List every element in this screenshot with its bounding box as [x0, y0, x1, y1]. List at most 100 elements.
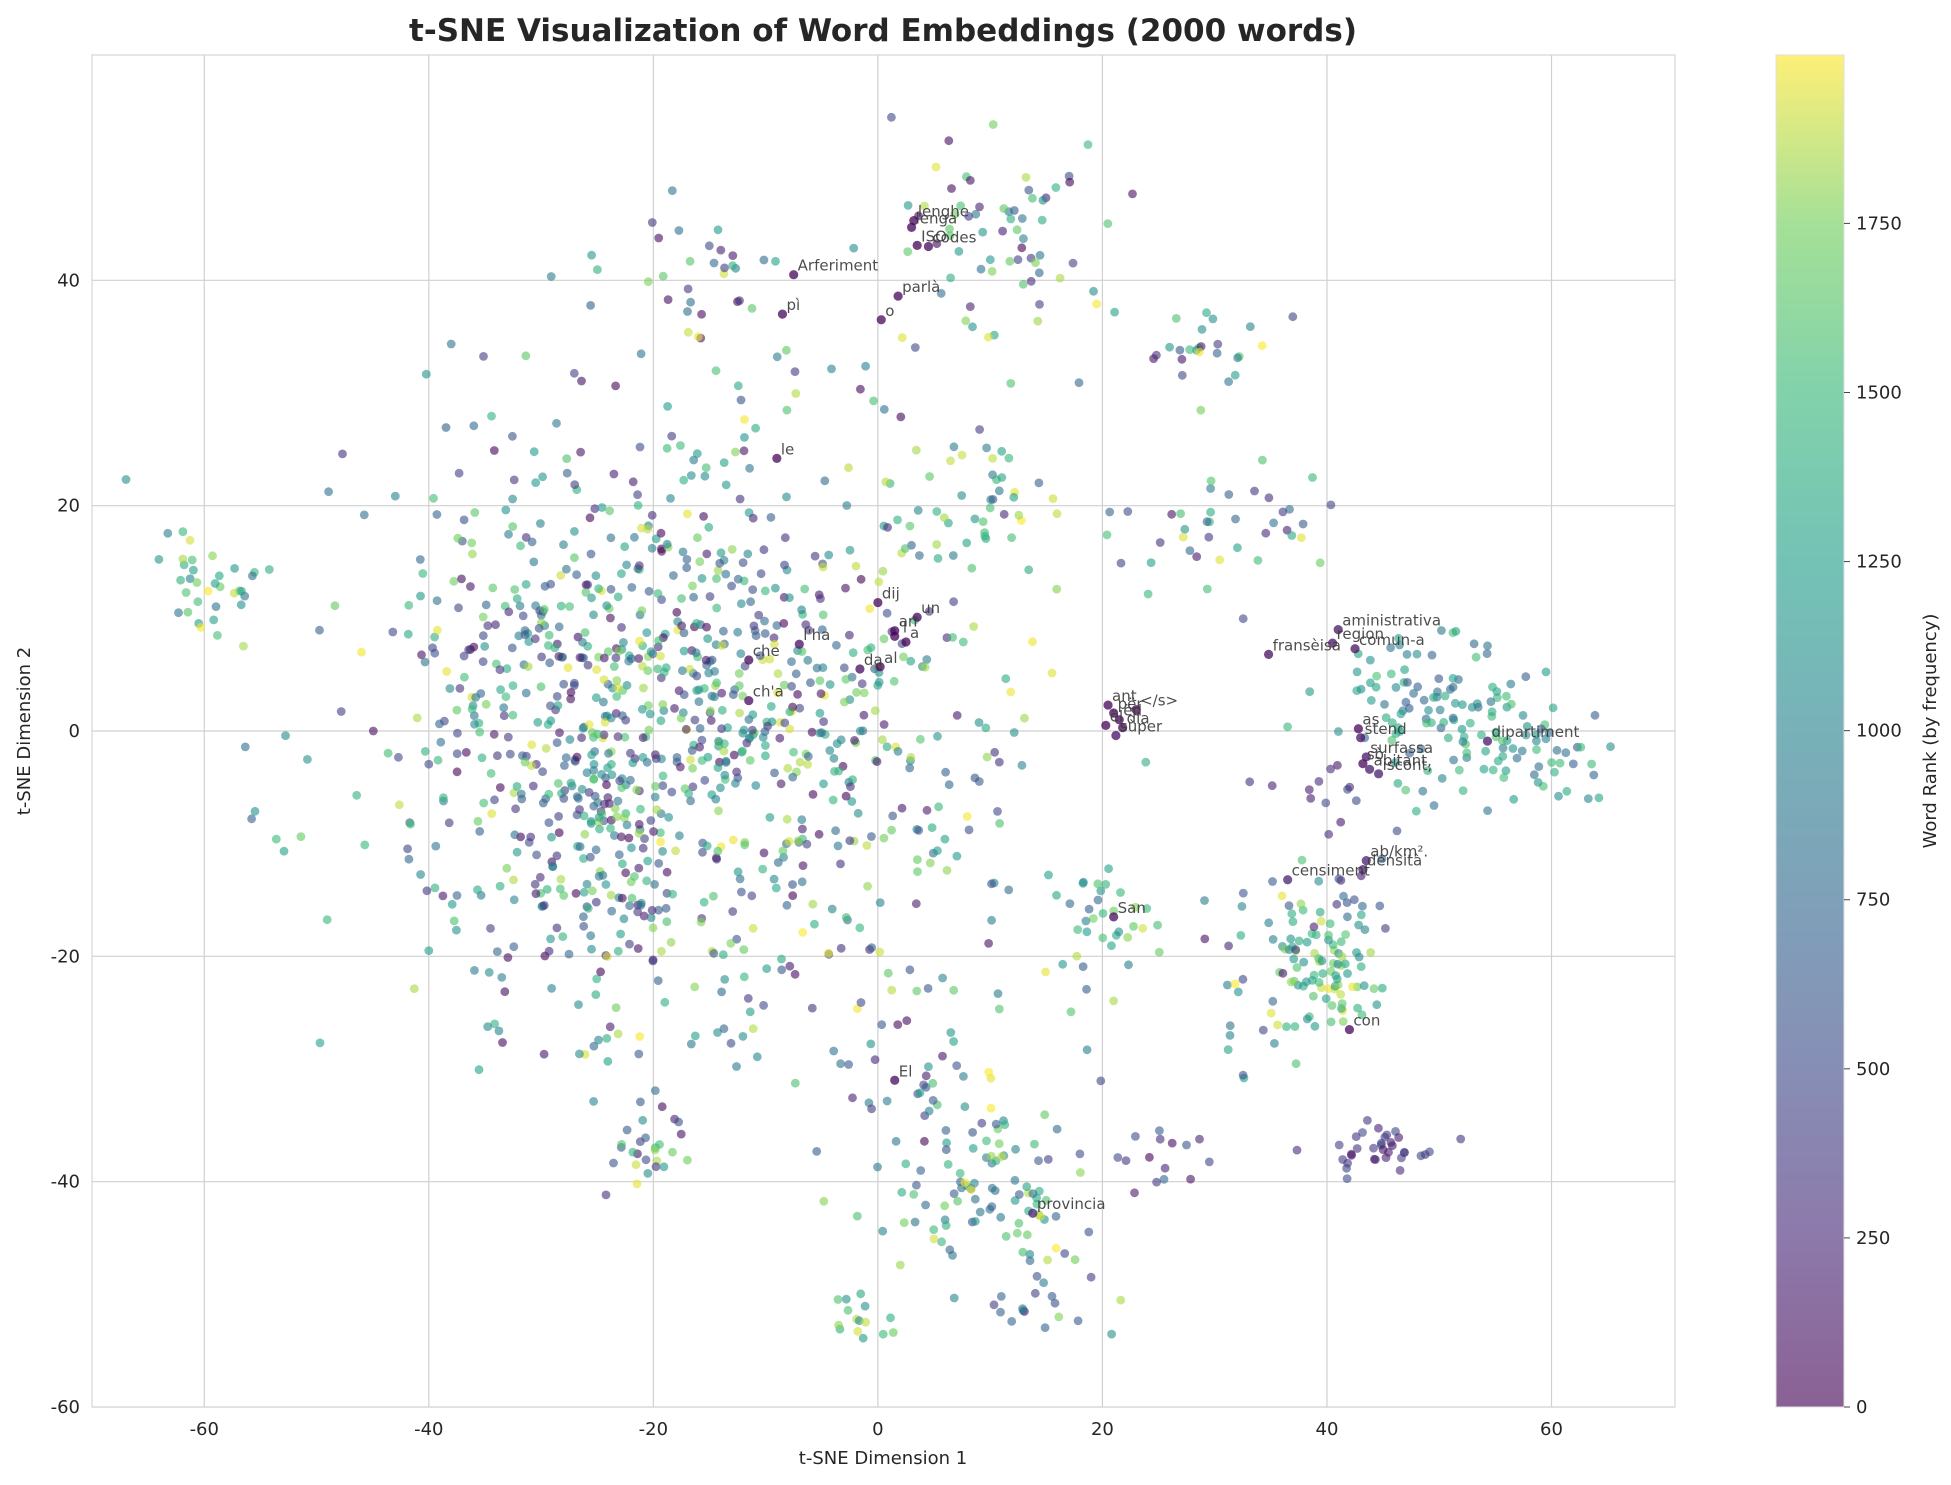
labeled-point [890, 1075, 900, 1085]
scatter-point [1287, 531, 1297, 540]
scatter-point [526, 832, 536, 842]
scatter-point [449, 916, 459, 926]
scatter-point [1333, 760, 1342, 770]
word-label: iscont, [1383, 756, 1433, 774]
scatter-point [121, 475, 131, 484]
scatter-point [949, 1037, 958, 1046]
scatter-point [467, 704, 477, 714]
scatter-point [587, 593, 596, 603]
scatter-point [656, 651, 665, 661]
word-label: surfassa [1370, 739, 1433, 757]
scatter-point [882, 608, 892, 618]
scatter-point [920, 662, 930, 672]
scatter-point [1089, 286, 1098, 296]
scatter-point [612, 812, 622, 821]
scatter-point [536, 682, 546, 692]
scatter-point [1297, 533, 1306, 542]
scatter-point [641, 1155, 651, 1165]
scatter-point [494, 1026, 504, 1036]
scatter-point [839, 663, 849, 673]
scatter-point [634, 863, 644, 873]
scatter-point [1287, 909, 1297, 919]
word-label: un [921, 599, 940, 617]
scatter-point [639, 683, 648, 693]
scatter-point [1471, 652, 1481, 662]
scatter-point [713, 225, 723, 235]
scatter-point [417, 650, 426, 660]
scatter-point [579, 887, 589, 897]
scatter-point [761, 751, 770, 761]
scatter-point [859, 688, 869, 698]
scatter-point [611, 653, 621, 663]
scatter-point [547, 832, 556, 842]
scatter-point [603, 1057, 613, 1066]
scatter-point [1082, 927, 1092, 937]
scatter-point [1321, 798, 1331, 808]
scatter-point [570, 553, 579, 563]
scatter-point [583, 904, 593, 913]
scatter-point [1296, 899, 1306, 909]
scatter-point [590, 504, 600, 514]
scatter-point [630, 872, 639, 881]
scatter-point [1512, 753, 1522, 763]
scatter-point [1278, 507, 1288, 517]
scatter-point [1502, 691, 1511, 701]
scatter-point [758, 864, 768, 874]
scatter-point [409, 984, 419, 994]
word-label: ëd [1123, 702, 1142, 720]
scatter-point [1286, 934, 1296, 944]
scatter-point [1245, 777, 1255, 787]
scatter-point [672, 753, 682, 762]
scatter-point [845, 545, 855, 555]
scatter-point [176, 575, 186, 585]
scatter-point [1533, 778, 1543, 787]
scatter-point [1033, 316, 1043, 326]
scatter-point [214, 571, 224, 581]
scatter-point [932, 507, 942, 516]
scatter-point [679, 628, 689, 638]
scatter-point [841, 583, 850, 593]
scatter-point [438, 891, 448, 901]
scatter-point [700, 775, 710, 785]
scatter-point [459, 651, 469, 661]
scatter-point [1107, 941, 1116, 951]
scatter-point [765, 654, 775, 664]
scatter-point [1374, 1123, 1383, 1133]
scatter-point [1082, 1045, 1092, 1055]
scatter-point [592, 974, 602, 984]
scatter-point [625, 901, 634, 911]
scatter-point [734, 669, 744, 678]
scatter-point [1424, 705, 1433, 715]
scatter-point [1004, 885, 1014, 895]
scatter-point [605, 1022, 615, 1032]
scatter-point [1548, 703, 1558, 713]
scatter-point [715, 558, 725, 568]
scatter-point [1072, 951, 1082, 961]
scatter-point [1306, 794, 1316, 803]
scatter-point [955, 1168, 965, 1178]
scatter-point [1076, 1168, 1085, 1177]
scatter-point [538, 472, 547, 482]
scatter-point [1587, 759, 1596, 769]
scatter-point [859, 710, 869, 720]
scatter-point [910, 1217, 920, 1227]
scatter-point [1253, 556, 1263, 565]
scatter-point [711, 366, 721, 376]
scatter-point [1310, 1021, 1320, 1031]
scatter-point [937, 1237, 946, 1247]
scatter-point [1439, 717, 1449, 727]
scatter-point [1200, 896, 1209, 905]
scatter-point [1517, 746, 1527, 756]
scatter-point [445, 684, 455, 693]
scatter-point [879, 720, 889, 729]
scatter-point [916, 1166, 926, 1175]
scatter-point [1009, 492, 1019, 502]
scatter-point [1324, 930, 1333, 940]
scatter-point [675, 762, 685, 772]
scatter-point [431, 841, 441, 851]
scatter-point [646, 647, 656, 657]
scatter-point [613, 683, 623, 693]
scatter-point [1180, 524, 1190, 534]
scatter-point [905, 521, 915, 531]
scatter-point [721, 569, 731, 579]
